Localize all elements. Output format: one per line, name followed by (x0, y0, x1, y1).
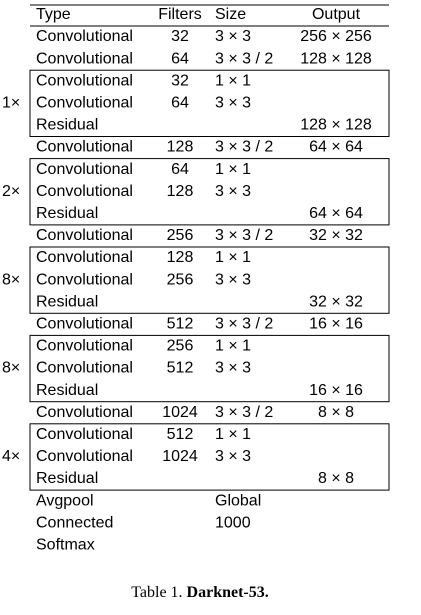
cell-size: 1 × 1 (215, 161, 251, 178)
cell-type: Convolutional (36, 404, 133, 421)
cell-filters: 32 (171, 28, 189, 45)
cell-size: 3 × 3 (215, 95, 251, 112)
residual-block (29, 246, 390, 314)
cell-size: 3 × 3 (215, 448, 251, 465)
cell-type: Residual (36, 117, 98, 134)
cell-output: 8 × 8 (318, 404, 354, 421)
residual-block (29, 158, 390, 226)
cell-output: 128 × 128 (300, 50, 372, 67)
cell-type: Convolutional (36, 338, 133, 355)
cell-output: 16 × 16 (309, 316, 363, 333)
cell-type: Softmax (36, 537, 95, 554)
cell-type: Avgpool (36, 492, 94, 509)
cell-type: Type (36, 6, 71, 23)
cell-size: 3 × 3 / 2 (215, 50, 273, 67)
cell-filters: 256 (167, 271, 194, 288)
cell-filters: 128 (167, 139, 194, 156)
cell-filters: 256 (167, 338, 194, 355)
cell-size: 1 × 1 (215, 72, 251, 89)
caption-title: Darknet-53. (187, 584, 269, 601)
cell-filters: 512 (167, 426, 194, 443)
block-multiplier: 8× (2, 360, 20, 377)
cell-filters: 256 (167, 227, 194, 244)
cell-size: Global (215, 492, 261, 509)
cell-size: 3 × 3 / 2 (215, 404, 273, 421)
cell-size: 1000 (215, 514, 251, 531)
block-multiplier: 1× (2, 95, 20, 112)
cell-filters: Filters (158, 6, 202, 23)
cell-type: Convolutional (36, 448, 133, 465)
cell-filters: 128 (167, 183, 194, 200)
cell-output: 16 × 16 (309, 382, 363, 399)
cell-filters: 32 (171, 72, 189, 89)
cell-type: Convolutional (36, 316, 133, 333)
cell-type: Connected (36, 514, 113, 531)
cell-type: Residual (36, 470, 98, 487)
block-multiplier: 2× (2, 183, 20, 200)
cell-type: Residual (36, 293, 98, 310)
cell-size: 1 × 1 (215, 426, 251, 443)
caption: Table 1. Darknet-53. (131, 584, 269, 601)
cell-output: 8 × 8 (318, 470, 354, 487)
cell-output: 256 × 256 (300, 28, 372, 45)
cell-size: 3 × 3 / 2 (215, 139, 273, 156)
cell-type: Convolutional (36, 72, 133, 89)
block-multiplier: 8× (2, 271, 20, 288)
cell-filters: 64 (171, 95, 189, 112)
cell-output: Output (312, 6, 361, 23)
cell-type: Convolutional (36, 426, 133, 443)
cell-output: 64 × 64 (309, 205, 363, 222)
cell-type: Residual (36, 205, 98, 222)
cell-output: 32 × 32 (309, 227, 363, 244)
cell-type: Convolutional (36, 28, 133, 45)
cell-type: Convolutional (36, 161, 133, 178)
cell-size: 3 × 3 / 2 (215, 316, 273, 333)
cell-size: 3 × 3 (215, 271, 251, 288)
cell-type: Convolutional (36, 139, 133, 156)
cell-size: 1 × 1 (215, 249, 251, 266)
cell-filters: 128 (167, 249, 194, 266)
cell-filters: 1024 (162, 448, 198, 465)
cell-filters: 1024 (162, 404, 198, 421)
cell-type: Convolutional (36, 183, 133, 200)
residual-block (29, 423, 390, 491)
cell-size: 3 × 3 / 2 (215, 227, 273, 244)
cell-size: 3 × 3 (215, 360, 251, 377)
cell-type: Convolutional (36, 271, 133, 288)
block-multiplier: 4× (2, 448, 20, 465)
cell-type: Convolutional (36, 360, 133, 377)
cell-type: Convolutional (36, 249, 133, 266)
caption-label: Table 1. (131, 584, 182, 601)
cell-filters: 512 (167, 316, 194, 333)
residual-block (29, 334, 390, 403)
cell-size: 3 × 3 (215, 183, 251, 200)
cell-type: Residual (36, 382, 98, 399)
cell-output: 128 × 128 (300, 117, 372, 134)
cell-filters: 64 (171, 50, 189, 67)
cell-type: Convolutional (36, 95, 133, 112)
cell-size: 1 × 1 (215, 338, 251, 355)
cell-output: 32 × 32 (309, 293, 363, 310)
cell-filters: 512 (167, 360, 194, 377)
cell-filters: 64 (171, 161, 189, 178)
cell-type: Convolutional (36, 50, 133, 67)
residual-block (29, 69, 390, 137)
cell-size: Size (215, 6, 246, 23)
cell-size: 3 × 3 (215, 28, 251, 45)
cell-type: Convolutional (36, 227, 133, 244)
cell-output: 64 × 64 (309, 139, 363, 156)
